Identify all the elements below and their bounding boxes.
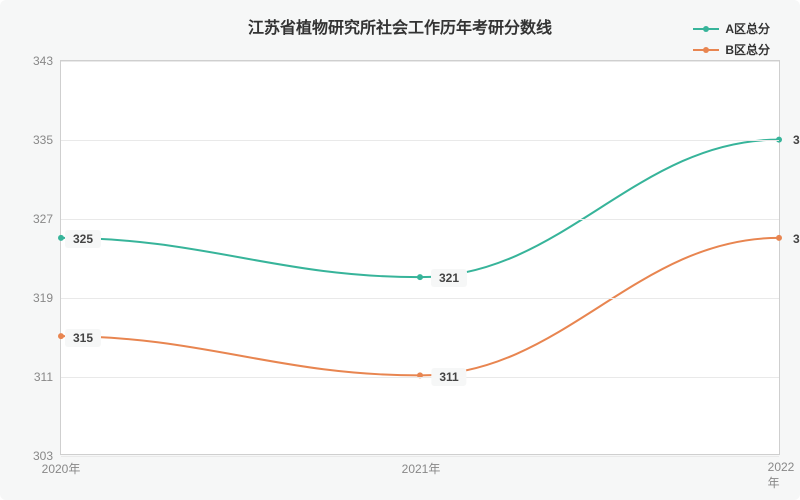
grid-line <box>61 377 779 378</box>
legend-label-b: B区总分 <box>725 41 770 58</box>
y-axis-label: 335 <box>33 133 61 147</box>
grid-line <box>61 219 779 220</box>
legend-item-a: A区总分 <box>693 20 770 37</box>
grid-line <box>61 61 779 62</box>
data-label: 321 <box>431 269 467 287</box>
data-label: 315 <box>65 329 101 347</box>
legend-item-b: B区总分 <box>693 41 770 58</box>
y-axis-label: 311 <box>34 370 61 384</box>
data-label: 325 <box>785 230 800 248</box>
grid-line <box>61 140 779 141</box>
data-point <box>776 235 782 241</box>
x-axis-label: 2022年 <box>768 454 795 491</box>
series-line <box>61 140 779 278</box>
x-axis-label: 2020年 <box>42 454 81 477</box>
chart-container: 江苏省植物研究所社会工作历年考研分数线 A区总分 B区总分 3033113193… <box>0 0 800 500</box>
data-label: 311 <box>431 368 466 386</box>
data-point <box>58 333 64 339</box>
plot-area: 3033113193273353432020年2021年2022年3253213… <box>60 60 780 455</box>
x-axis-label: 2021年 <box>402 454 441 477</box>
chart-title: 江苏省植物研究所社会工作历年考研分数线 <box>248 14 552 38</box>
legend: A区总分 B区总分 <box>693 20 770 62</box>
series-line <box>61 238 779 376</box>
data-label: 325 <box>65 230 101 248</box>
grid-line <box>61 298 779 299</box>
data-point <box>417 274 423 280</box>
y-axis-label: 343 <box>33 54 61 68</box>
y-axis-label: 327 <box>33 212 61 226</box>
legend-label-a: A区总分 <box>725 20 770 37</box>
legend-swatch-a <box>693 28 719 30</box>
data-label: 335 <box>785 131 800 149</box>
legend-swatch-b <box>693 49 719 51</box>
y-axis-label: 319 <box>33 291 61 305</box>
data-point <box>58 235 64 241</box>
chart-svg <box>61 61 779 454</box>
